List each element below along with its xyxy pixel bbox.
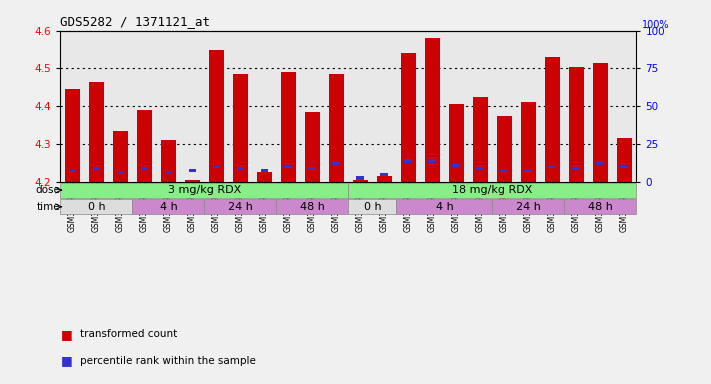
Bar [377,176,392,182]
Bar [424,38,440,182]
Text: 0 h: 0 h [87,202,105,212]
Bar [309,167,316,170]
Text: 18 mg/kg RDX: 18 mg/kg RDX [452,185,533,195]
Text: ■: ■ [60,328,73,341]
Bar [208,50,224,182]
Bar [112,131,128,182]
Bar [496,116,512,182]
Bar [565,199,636,214]
Bar [592,63,608,182]
Bar [132,199,205,214]
Bar [348,199,397,214]
Bar [400,53,416,182]
Bar [60,199,132,214]
Bar [572,167,580,170]
Bar [237,167,245,170]
Text: GDS5282 / 1371121_at: GDS5282 / 1371121_at [60,15,210,28]
Bar [548,165,556,169]
Text: 24 h: 24 h [228,202,253,212]
Bar [185,180,201,182]
Bar [232,74,248,182]
Text: transformed count: transformed count [80,329,178,339]
Bar [348,183,636,198]
Text: 24 h: 24 h [516,202,541,212]
Bar [356,176,364,180]
Bar [520,103,536,182]
Text: 100%: 100% [642,20,670,30]
Text: 3 mg/kg RDX: 3 mg/kg RDX [168,185,241,195]
Bar [616,138,632,182]
Bar [597,161,604,165]
Bar [117,170,124,174]
Text: 0 h: 0 h [363,202,381,212]
Bar [476,167,484,170]
Bar [213,165,220,169]
Bar [260,169,268,172]
Bar [188,169,196,172]
Bar [284,165,292,169]
Bar [452,163,460,167]
Bar [380,172,388,176]
Bar [304,112,320,182]
Bar [569,66,584,182]
Text: dose: dose [36,185,60,195]
Bar [257,172,272,182]
Bar [621,165,629,169]
Bar [60,183,348,198]
Bar [68,169,76,172]
Bar [397,199,493,214]
Text: 48 h: 48 h [300,202,325,212]
Bar [328,74,344,182]
Bar [164,170,172,174]
Bar [205,199,277,214]
Bar [92,167,100,170]
Bar [137,110,152,182]
Bar [161,140,176,182]
Bar [449,104,464,182]
Bar [545,57,560,182]
Text: ■: ■ [60,354,73,367]
Bar [525,169,533,172]
Bar [353,180,368,182]
Bar [65,89,80,182]
Text: 4 h: 4 h [159,202,177,212]
Bar [493,199,565,214]
Bar [473,97,488,182]
Bar [333,161,341,165]
Text: percentile rank within the sample: percentile rank within the sample [80,356,256,366]
Bar [281,72,296,182]
Bar [89,82,105,182]
Text: 48 h: 48 h [588,202,613,212]
Bar [501,169,508,172]
Text: 4 h: 4 h [436,202,453,212]
Text: time: time [37,202,60,212]
Bar [141,167,149,170]
Bar [277,199,348,214]
Bar [405,159,412,163]
Bar [429,159,437,163]
